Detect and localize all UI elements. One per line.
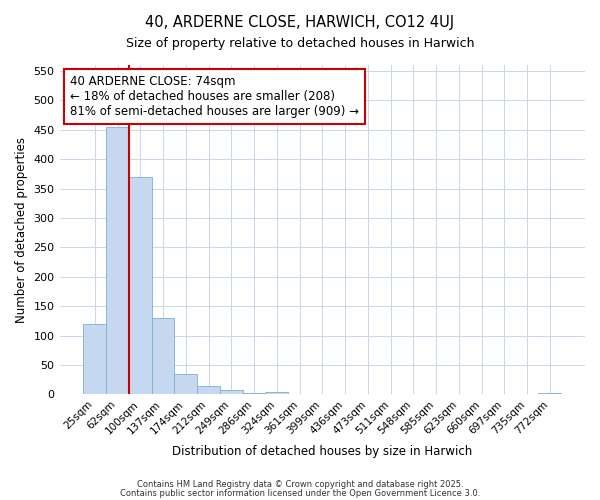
Bar — [175, 374, 197, 394]
Bar — [129, 177, 152, 394]
X-axis label: Distribution of detached houses by size in Harwich: Distribution of detached houses by size … — [172, 444, 472, 458]
Bar — [152, 318, 175, 394]
Text: Contains HM Land Registry data © Crown copyright and database right 2025.: Contains HM Land Registry data © Crown c… — [137, 480, 463, 489]
Y-axis label: Number of detached properties: Number of detached properties — [15, 136, 28, 322]
Text: 40 ARDERNE CLOSE: 74sqm
← 18% of detached houses are smaller (208)
81% of semi-d: 40 ARDERNE CLOSE: 74sqm ← 18% of detache… — [70, 75, 359, 118]
Bar — [538, 392, 561, 394]
Text: Contains public sector information licensed under the Open Government Licence 3.: Contains public sector information licen… — [120, 488, 480, 498]
Bar — [265, 392, 288, 394]
Text: 40, ARDERNE CLOSE, HARWICH, CO12 4UJ: 40, ARDERNE CLOSE, HARWICH, CO12 4UJ — [145, 15, 455, 30]
Text: Size of property relative to detached houses in Harwich: Size of property relative to detached ho… — [126, 38, 474, 51]
Bar — [83, 324, 106, 394]
Bar — [242, 392, 265, 394]
Bar — [197, 386, 220, 394]
Bar — [220, 390, 242, 394]
Bar — [106, 127, 129, 394]
